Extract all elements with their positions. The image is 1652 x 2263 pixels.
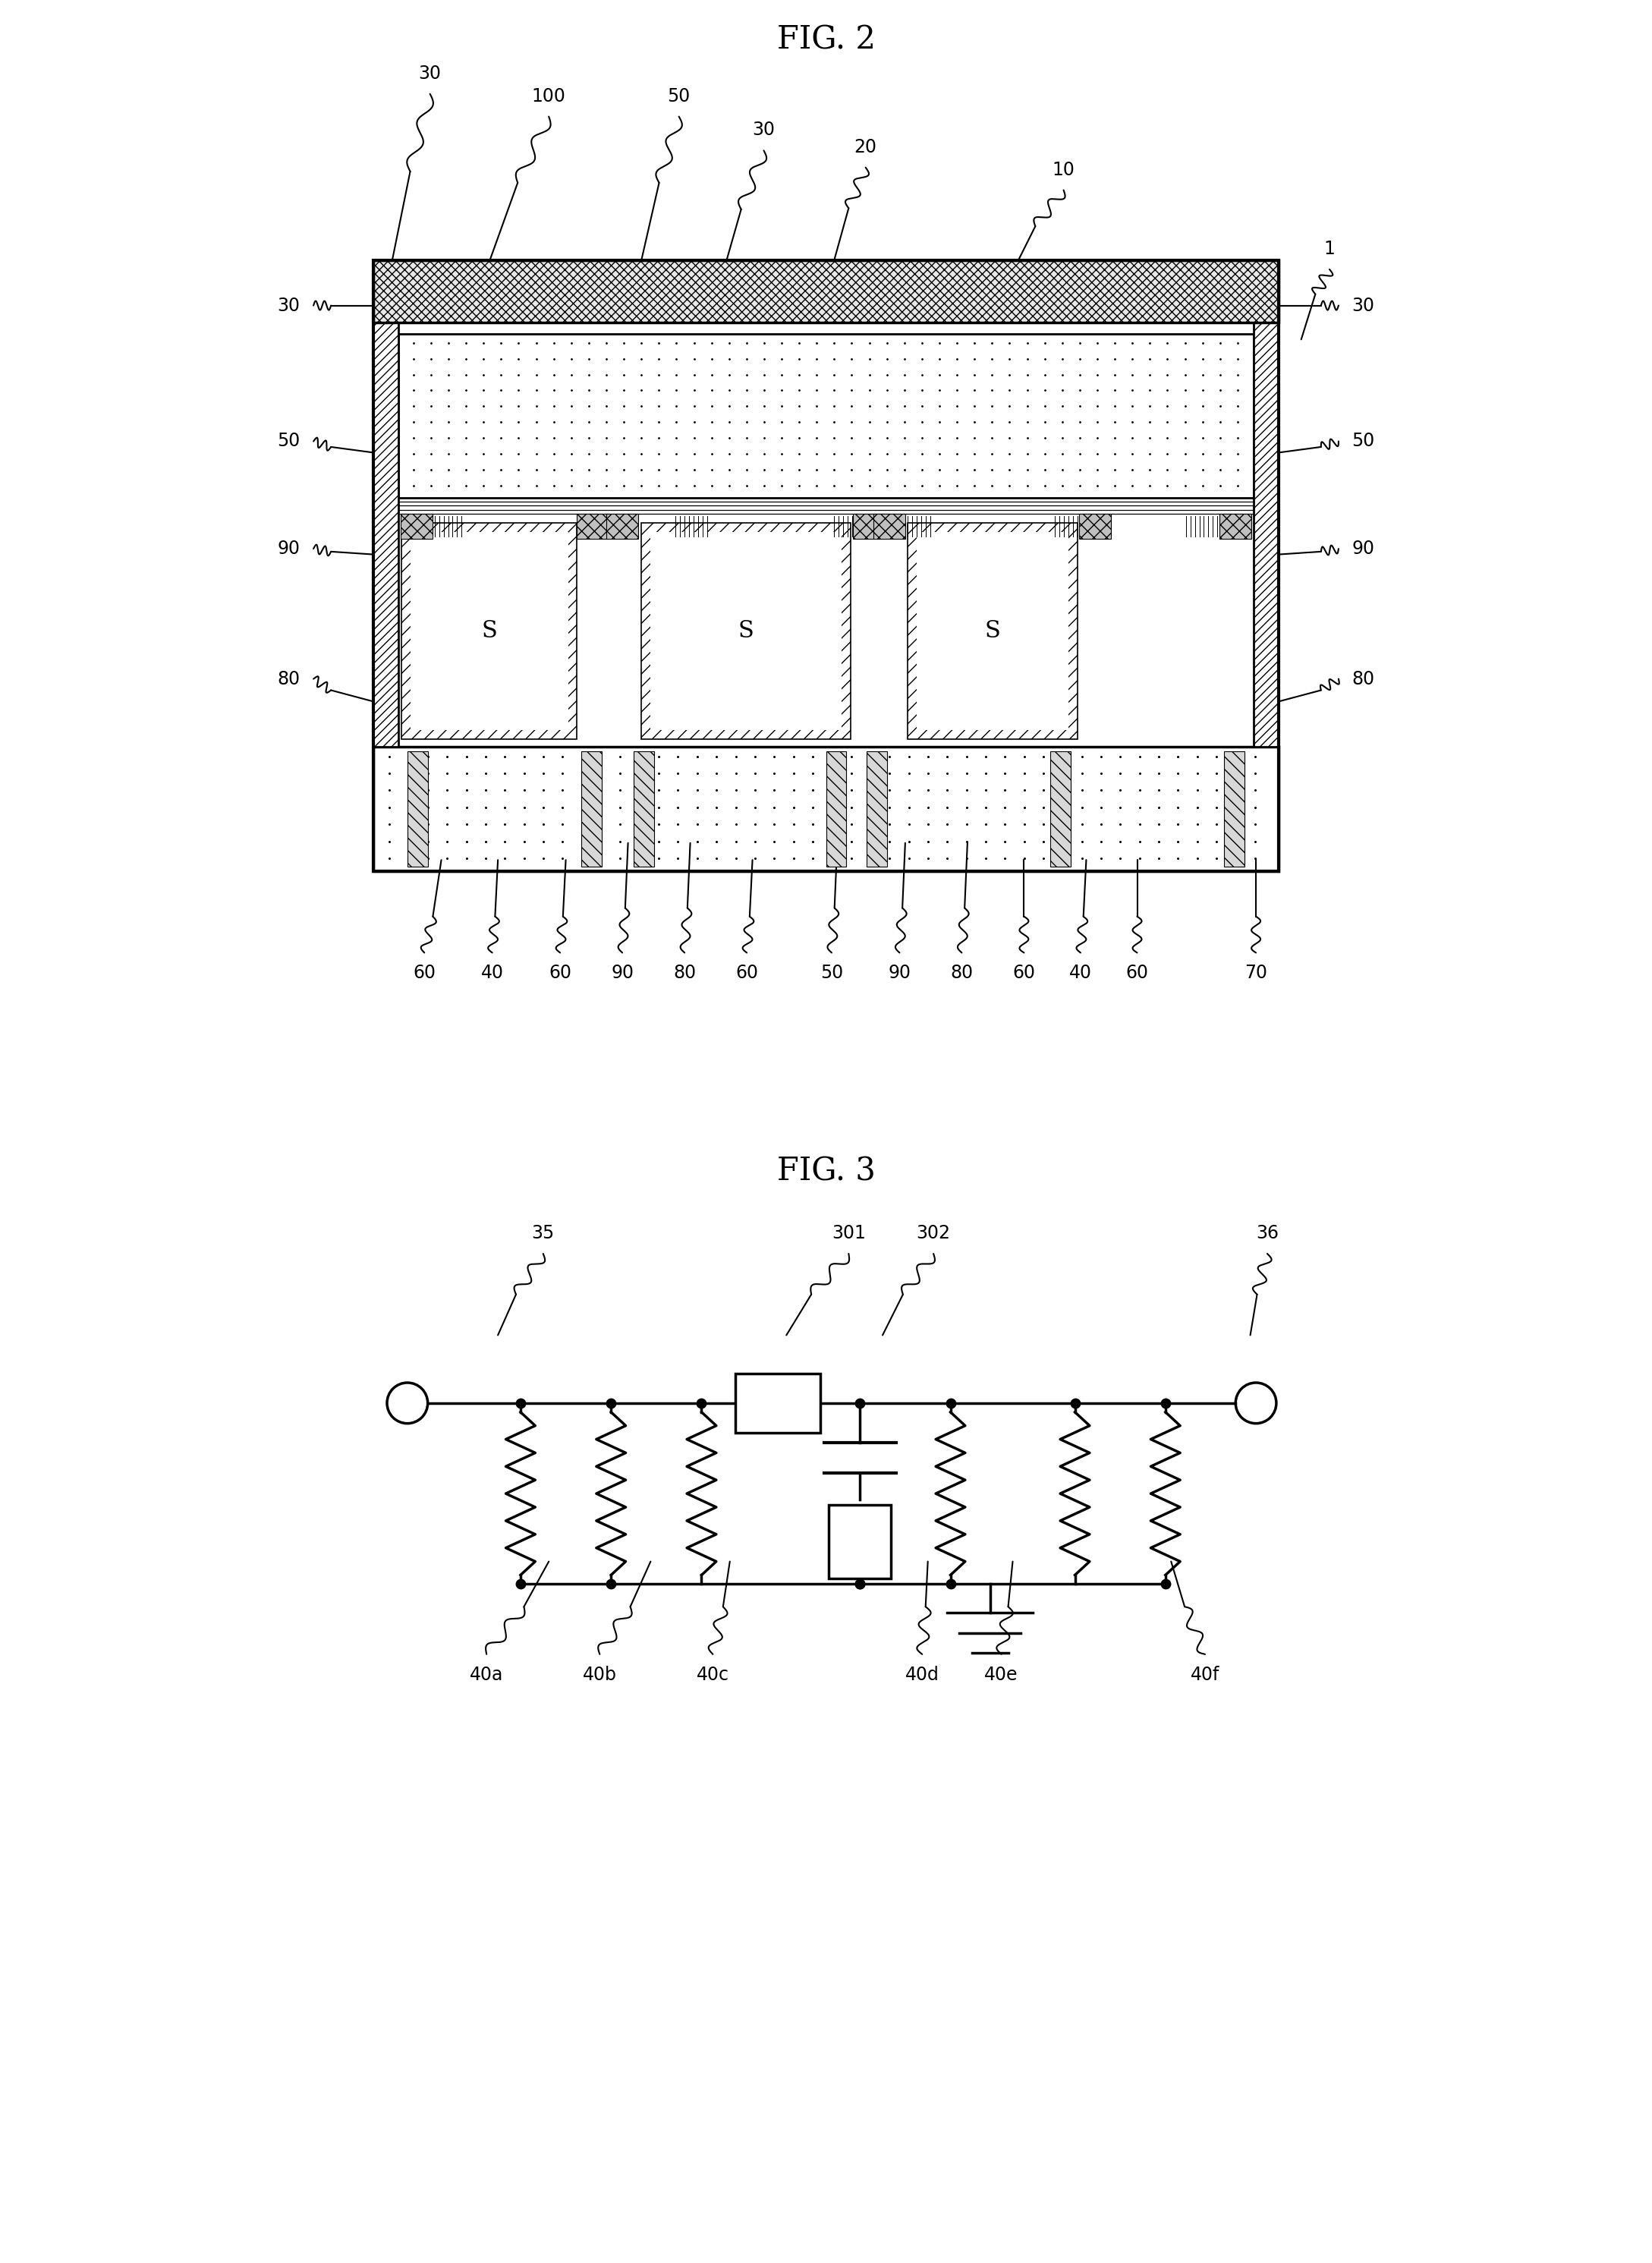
Bar — [829, 1505, 890, 1580]
Text: 40: 40 — [1069, 964, 1092, 982]
Bar — [398, 333, 1254, 498]
Text: 50: 50 — [1351, 432, 1374, 450]
Text: 80: 80 — [1351, 670, 1374, 688]
Bar — [634, 751, 654, 867]
Bar — [907, 523, 1077, 738]
Bar — [582, 751, 601, 867]
Bar — [917, 532, 1069, 731]
Text: 80: 80 — [950, 964, 973, 982]
Text: 40b: 40b — [583, 1666, 616, 1684]
Text: FIG. 2: FIG. 2 — [776, 23, 876, 57]
Bar — [401, 523, 577, 738]
Bar — [852, 514, 885, 539]
Bar — [373, 747, 1279, 871]
Bar — [373, 260, 1279, 321]
Text: 50: 50 — [278, 432, 301, 450]
Bar — [874, 514, 905, 539]
Text: 40c: 40c — [697, 1666, 729, 1684]
Text: 30: 30 — [278, 296, 301, 315]
Bar — [400, 514, 433, 539]
Text: 60: 60 — [1013, 964, 1036, 982]
Bar — [1051, 751, 1070, 867]
Text: S: S — [738, 620, 755, 643]
Text: 301: 301 — [831, 1224, 866, 1242]
Text: 60: 60 — [413, 964, 436, 982]
Text: 90: 90 — [611, 964, 634, 982]
Text: 30: 30 — [1351, 296, 1374, 315]
Text: 35: 35 — [532, 1224, 555, 1242]
Text: 60: 60 — [735, 964, 758, 982]
Text: 36: 36 — [1256, 1224, 1279, 1242]
Text: 10: 10 — [1052, 161, 1075, 179]
Text: 20: 20 — [854, 138, 877, 156]
Bar — [1219, 514, 1252, 539]
Bar — [577, 514, 610, 539]
Text: 90: 90 — [1351, 539, 1374, 559]
Bar — [373, 321, 398, 747]
Text: 40a: 40a — [469, 1666, 504, 1684]
Text: 60: 60 — [548, 964, 572, 982]
Text: 40f: 40f — [1191, 1666, 1219, 1684]
Bar — [641, 523, 851, 738]
Text: 80: 80 — [278, 670, 301, 688]
Text: 60: 60 — [1125, 964, 1148, 982]
Text: 40: 40 — [481, 964, 504, 982]
Bar — [373, 260, 1279, 871]
Bar — [735, 1374, 821, 1432]
Text: S: S — [481, 620, 497, 643]
Bar — [651, 532, 843, 731]
Text: 70: 70 — [1244, 964, 1267, 982]
Bar — [606, 514, 638, 539]
Text: FIG. 3: FIG. 3 — [776, 1154, 876, 1188]
Bar — [411, 532, 568, 731]
Bar — [867, 751, 887, 867]
Bar — [826, 751, 846, 867]
Text: 90: 90 — [278, 539, 301, 559]
Text: 50: 50 — [667, 86, 691, 106]
Text: 80: 80 — [672, 964, 695, 982]
Text: 302: 302 — [917, 1224, 950, 1242]
Text: 30: 30 — [752, 120, 775, 140]
Bar — [408, 751, 428, 867]
Bar — [1224, 751, 1244, 867]
Text: 40e: 40e — [985, 1666, 1018, 1684]
Text: S: S — [985, 620, 999, 643]
Text: 100: 100 — [532, 86, 567, 106]
Text: 40d: 40d — [905, 1666, 940, 1684]
Text: 30: 30 — [418, 63, 441, 84]
Text: 90: 90 — [889, 964, 910, 982]
Text: 50: 50 — [819, 964, 843, 982]
Text: 1: 1 — [1323, 240, 1335, 258]
Bar — [1079, 514, 1112, 539]
Bar — [1254, 321, 1279, 747]
